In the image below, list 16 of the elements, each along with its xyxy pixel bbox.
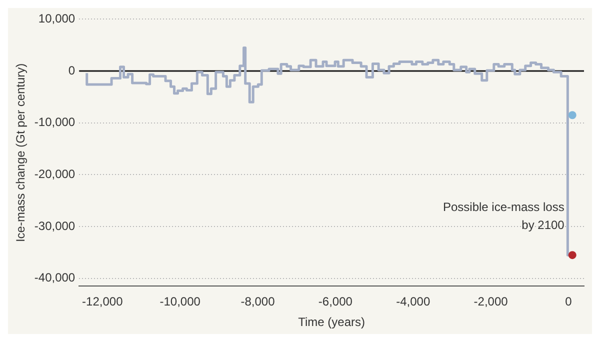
y-tick-label: 0: [68, 63, 76, 78]
x-tick-label: -2,000: [474, 294, 508, 309]
x-axis-title: Time (years): [298, 315, 365, 330]
annotation: Possible ice-mass loss by 2100: [442, 200, 565, 232]
y-tick-label: -30,000: [34, 218, 76, 233]
y-tick-label: -40,000: [34, 270, 76, 285]
x-tick-label: -4,000: [396, 294, 430, 309]
y-tick-label: -20,000: [34, 167, 76, 182]
y-tick-label: 10,000: [38, 12, 76, 26]
x-tick-label: -12,000: [82, 294, 124, 309]
x-tick-label: -6,000: [318, 294, 353, 309]
x-tick-label: 0: [565, 294, 572, 309]
x-tick-label: -10,000: [160, 294, 201, 309]
y-axis-title: Ice-mass change (Gt per century): [14, 63, 28, 242]
y-tick-label: -10,000: [34, 115, 76, 130]
x-tick-label: -8,000: [240, 294, 276, 309]
